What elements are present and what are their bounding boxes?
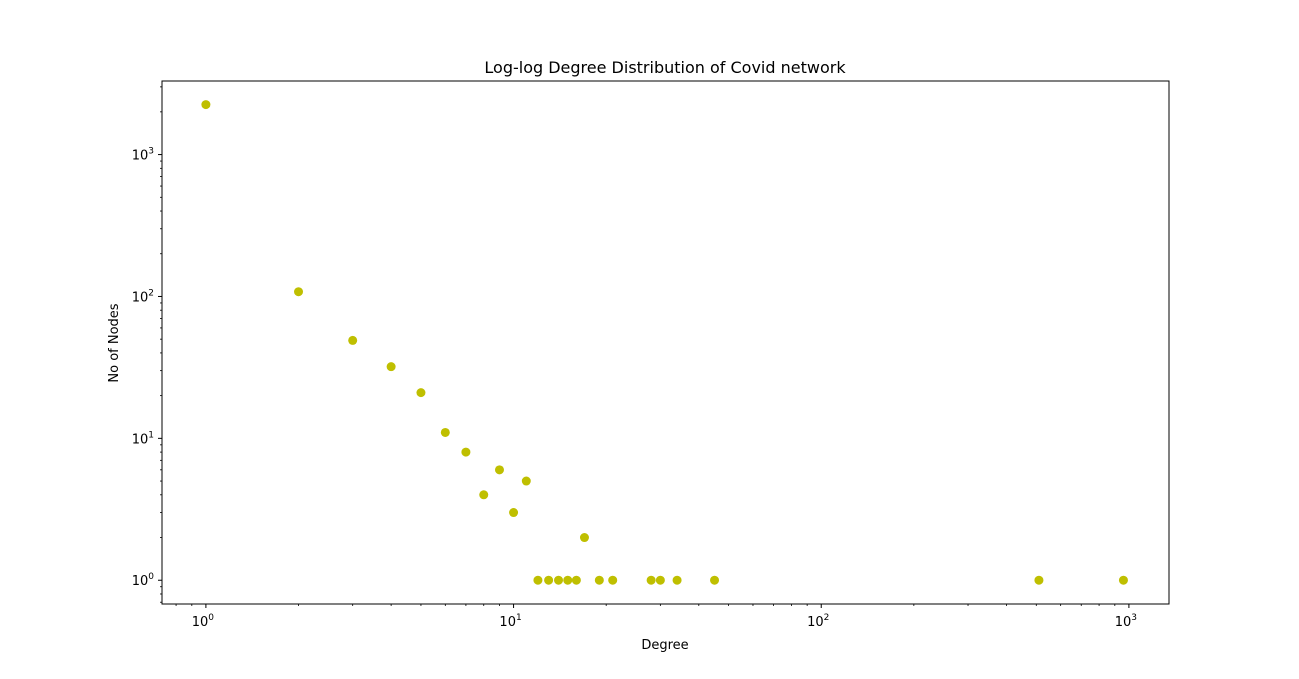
data-point <box>416 388 426 398</box>
y-tick-label: 103 <box>132 147 154 164</box>
data-point <box>509 508 519 518</box>
x-tick-label: 103 <box>1115 613 1137 630</box>
data-point <box>710 575 720 585</box>
data-point <box>594 575 604 585</box>
data-point <box>521 476 531 486</box>
data-point <box>1118 575 1128 585</box>
data-points <box>201 100 1128 585</box>
y-tick-label: 100 <box>132 572 155 589</box>
axis-ticks: 100 101 102 103 100 101 102 103 <box>132 86 1137 630</box>
data-point <box>655 575 665 585</box>
data-point <box>479 490 489 500</box>
data-point <box>571 575 581 585</box>
data-point <box>494 465 504 475</box>
data-point <box>608 575 618 585</box>
data-point <box>579 533 589 543</box>
y-tick-label: 101 <box>132 430 154 447</box>
data-point <box>646 575 656 585</box>
data-point <box>440 427 450 437</box>
x-tick-label: 100 <box>192 613 215 630</box>
data-point <box>544 575 554 585</box>
data-point <box>386 362 396 372</box>
x-axis-label: Degree <box>641 638 688 653</box>
data-point <box>201 100 211 110</box>
data-point <box>533 575 543 585</box>
data-point <box>554 575 564 585</box>
data-point <box>563 575 573 585</box>
data-point <box>672 575 682 585</box>
y-axis-label: No of Nodes <box>107 303 122 382</box>
data-point <box>461 447 471 457</box>
x-tick-label: 101 <box>499 613 521 630</box>
data-point <box>294 287 304 297</box>
data-point <box>1034 575 1044 585</box>
y-tick-label: 102 <box>132 288 154 305</box>
chart-title: Log-log Degree Distribution of Covid net… <box>484 58 846 77</box>
data-point <box>348 335 358 345</box>
plot-frame <box>161 80 1170 605</box>
x-tick-label: 102 <box>807 613 829 630</box>
